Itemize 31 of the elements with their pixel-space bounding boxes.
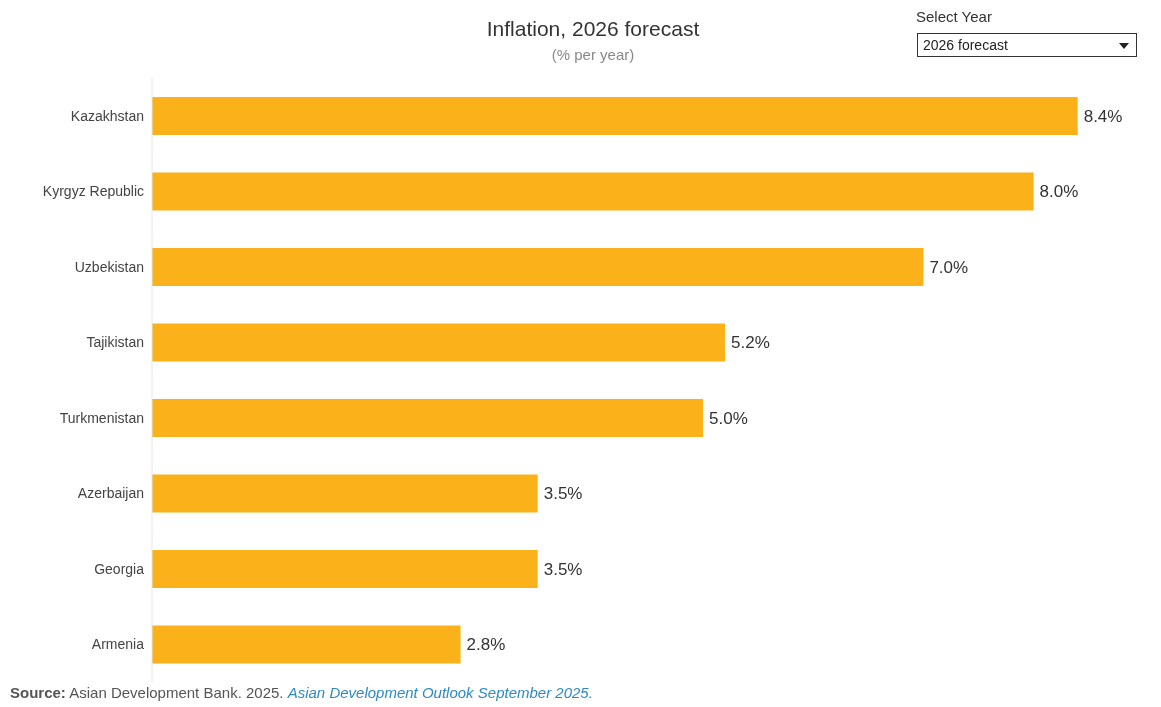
data-label: 2.8% <box>466 635 506 655</box>
bar <box>152 247 924 286</box>
y-tick-label: Uzbekistan <box>74 258 144 275</box>
bar <box>152 549 538 588</box>
bar <box>152 172 1034 211</box>
source-note: Source: <box>10 684 66 701</box>
text: Asian Development Outlook September 2025. <box>287 684 593 701</box>
data-label: 3.5% <box>543 484 583 504</box>
y-tick-label: Armenia <box>91 636 145 653</box>
text: Select Year <box>916 8 992 25</box>
chart-title: Inflation, 2026 forecast <box>486 17 700 40</box>
bar <box>152 625 461 664</box>
year-dropdown: 2026 forecast <box>917 33 1137 57</box>
bar <box>152 323 726 362</box>
data-label: 5.0% <box>709 408 748 428</box>
y-tick-label: Kazakhstan <box>70 107 144 124</box>
y-tick-label: Azerbaijan <box>77 485 144 502</box>
data-label: 5.2% <box>731 333 770 353</box>
bar <box>152 398 703 437</box>
y-tick-label: Georgia <box>94 560 145 577</box>
bar <box>152 474 538 513</box>
y-tick-label: Turkmenistan <box>59 409 144 426</box>
bar <box>152 96 1078 135</box>
data-label: 8.0% <box>1039 182 1079 202</box>
y-tick-label: Kyrgyz Republic <box>42 183 144 200</box>
chart-subtitle: (% per year) <box>551 46 635 63</box>
data-label: 8.4% <box>1083 106 1123 126</box>
y-tick-label: Tajikistan <box>86 334 144 351</box>
data-label: 3.5% <box>543 559 583 579</box>
text: Asian Development Bank. 2025. <box>69 684 284 701</box>
data-label: 7.0% <box>929 257 969 277</box>
